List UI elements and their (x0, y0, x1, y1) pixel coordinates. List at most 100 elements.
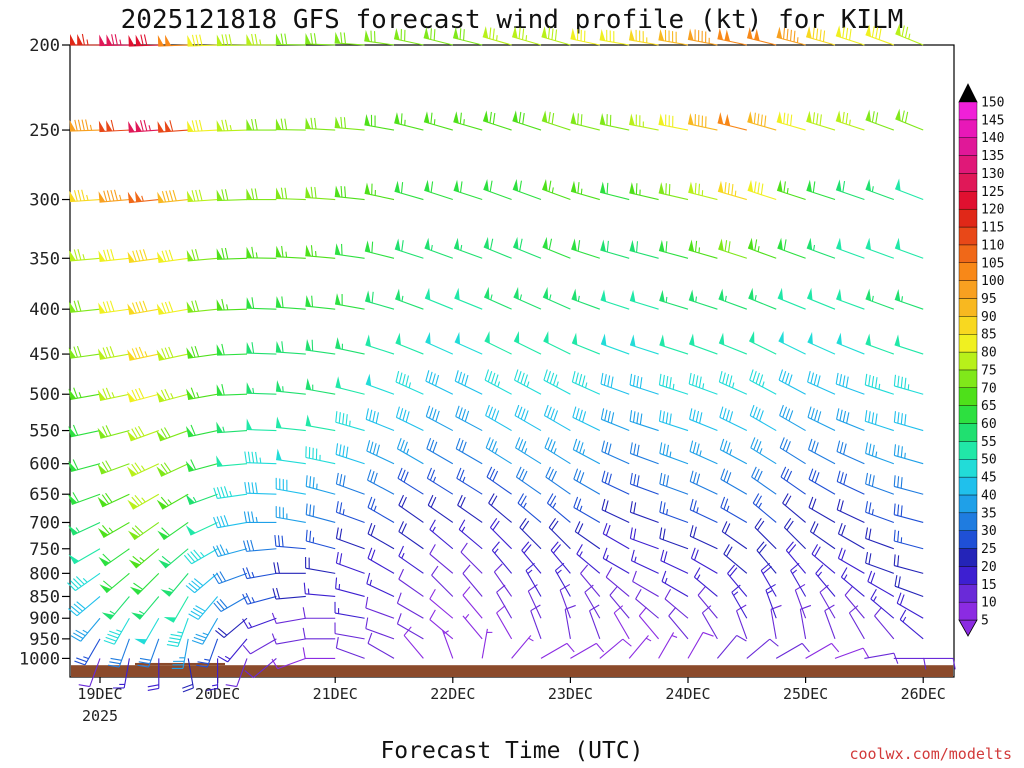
colorbar-label: 30 (981, 524, 997, 539)
wind-barb (782, 493, 806, 523)
wind-barb (496, 584, 513, 619)
wind-barb (97, 492, 130, 508)
wind-barb (244, 657, 277, 679)
wind-barb (442, 630, 454, 659)
wind-barb (746, 27, 777, 46)
wind-barb (216, 119, 248, 132)
wind-barb (660, 549, 689, 574)
colorbar-label: 140 (981, 131, 1004, 146)
wind-barb (398, 545, 424, 574)
wind-barb (599, 28, 630, 46)
wind-barb (573, 468, 601, 495)
colorbar-swatch (958, 262, 978, 281)
wind-barb (246, 342, 277, 355)
wind-barb (540, 642, 575, 659)
wind-barb (394, 238, 424, 259)
wind-barb (848, 605, 865, 640)
wind-barb (334, 601, 365, 619)
wind-barb (215, 617, 248, 638)
wind-barb (527, 584, 542, 619)
wind-barb (659, 472, 689, 495)
colorbar-label: 115 (981, 221, 1004, 236)
wind-barb (68, 345, 101, 359)
wind-barb (512, 110, 542, 131)
wind-barb (521, 541, 542, 574)
colorbar-swatch (958, 334, 978, 353)
wind-barb (246, 118, 277, 131)
wind-barb (894, 178, 924, 201)
wind-barb (213, 486, 248, 499)
wind-barb (835, 25, 865, 46)
wind-barb (452, 27, 483, 46)
y-tick-label: 800 (29, 564, 60, 584)
colorbar-label: 95 (981, 292, 997, 307)
wind-barb (570, 28, 600, 46)
wind-barb (807, 406, 836, 432)
wind-barb (69, 249, 101, 262)
wind-barb (423, 27, 453, 46)
wind-barb (844, 586, 865, 619)
wind-barb (571, 332, 601, 355)
wind-barb (396, 592, 424, 619)
wind-barb (70, 617, 101, 642)
y-tick-label: 400 (29, 300, 60, 320)
wind-barb (70, 33, 100, 46)
wind-barb (244, 482, 277, 495)
wind-barb (335, 637, 365, 659)
wind-barb (806, 237, 836, 259)
credit-text: coolwx.com/modelts (849, 745, 1012, 763)
wind-barb (580, 564, 601, 597)
wind-barb (530, 604, 542, 640)
wind-barb (893, 444, 924, 465)
wind-barb (542, 286, 571, 310)
wind-barb (396, 438, 424, 465)
wind-barb (600, 333, 630, 355)
wind-barb (242, 638, 277, 655)
wind-barb (101, 596, 130, 620)
wind-barb (778, 331, 806, 355)
wind-barb (97, 346, 130, 360)
wind-barb (246, 382, 277, 395)
wind-barb (186, 249, 218, 262)
wind-barb (271, 612, 306, 624)
colorbar-label: 60 (981, 417, 997, 432)
wind-barb (635, 588, 659, 619)
wind-barb (394, 112, 424, 131)
x-tick-label: 25DEC (783, 685, 828, 703)
wind-barb (398, 494, 424, 523)
wind-barb (274, 534, 306, 550)
wind-barb (668, 606, 689, 640)
wind-barb (806, 287, 836, 310)
wind-barb (69, 189, 101, 203)
wind-barb (874, 606, 895, 640)
wind-barb (103, 617, 130, 645)
wind-barb (806, 26, 836, 46)
wind-barb (794, 583, 807, 619)
wind-barb (108, 638, 130, 668)
wind-barb (395, 332, 424, 355)
wind-barb (690, 547, 718, 574)
wind-barb (425, 331, 454, 355)
wind-barb (865, 527, 894, 550)
wind-barb (893, 657, 927, 670)
y-axis: 200 250 300 350 400 450 500 550 600 650 700 750 800 8… (19, 36, 70, 669)
wind-barb (395, 371, 424, 395)
wind-barb (689, 498, 718, 523)
wind-barb (836, 288, 865, 310)
colorbar-label: 105 (981, 256, 1004, 271)
wind-barb (483, 236, 512, 259)
wind-barb (658, 28, 689, 46)
wind-barb (542, 236, 571, 259)
wind-barb (811, 544, 836, 574)
wind-barb (303, 582, 336, 598)
wind-barb (305, 378, 336, 395)
wind-barb (513, 331, 542, 355)
wind-barb (334, 31, 365, 46)
wind-barb (246, 188, 277, 201)
wind-barb (185, 424, 218, 438)
wind-barb (807, 438, 836, 465)
wind-barb (819, 584, 836, 619)
wind-barb (893, 475, 924, 495)
wind-barb (166, 618, 189, 647)
